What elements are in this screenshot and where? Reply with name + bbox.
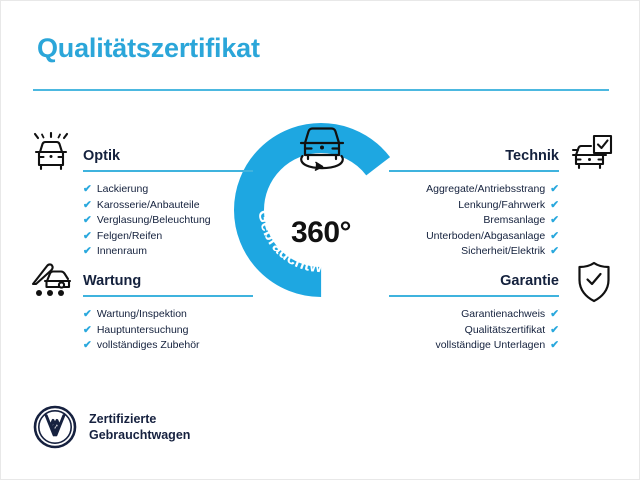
checklist-item: ✔ Wartung/Inspektion <box>83 307 253 323</box>
checklist-item: ✔ Unterboden/Abgasanlage <box>389 229 559 245</box>
checklist-item-label: Lenkung/Fahrwerk <box>458 198 546 211</box>
check-icon: ✔ <box>550 183 559 195</box>
check-icon: ✔ <box>550 198 559 211</box>
section-title-garantie: Garantie <box>500 273 559 289</box>
car-wrench-service-icon <box>28 259 74 306</box>
checklist-item-label: Aggregate/Antriebsstrang <box>426 183 546 195</box>
section-header-garantie: Garantie <box>389 272 559 298</box>
check-icon: ✔ <box>83 323 92 336</box>
checklist-item-label: vollständiges Zubehör <box>96 339 200 351</box>
checklist-item-label: Karosserie/Anbauteile <box>96 198 200 211</box>
section-header-wartung: Wartung <box>83 272 253 298</box>
checklist-item-label: Unterboden/Abgasanlage <box>426 229 546 242</box>
check-icon: ✔ <box>83 183 92 195</box>
check-icon: ✔ <box>550 308 559 320</box>
checklist-item: ✔ Felgen/Reifen <box>83 229 253 245</box>
checklist-item-label: Qualitätszertifikat <box>464 323 546 336</box>
checklist-item: ✔ Innenraum <box>83 244 253 260</box>
checklist-item-label: vollständige Unterlagen <box>435 339 546 351</box>
checklist-wartung: ✔ Wartung/Inspektion ✔ Hauptuntersuchung ✔ vo… <box>83 307 253 354</box>
footer-line-1: Zertifizierte <box>89 412 157 426</box>
checklist-item-label: Innenraum <box>96 245 148 257</box>
vw-logo-icon <box>33 405 77 449</box>
section-wartung: Wartung ✔ Wartung/Inspektion ✔ Hauptuntersuc… <box>83 272 253 354</box>
section-title-technik: Technik <box>505 148 559 164</box>
check-icon: ✔ <box>550 229 559 242</box>
check-icon: ✔ <box>550 245 559 257</box>
checklist-item: ✔ Hauptuntersuchung <box>83 323 253 339</box>
page-title: Qualitätszertifikat <box>37 33 260 63</box>
check-icon: ✔ <box>83 308 92 320</box>
checklist-item: ✔ Bremsanlage <box>389 213 559 229</box>
checklist-item-label: Garantienachweis <box>461 308 546 320</box>
checklist-item-label: Verglasung/Beleuchtung <box>96 214 211 226</box>
checklist-item-label: Hauptuntersuchung <box>96 323 189 336</box>
footer-brand: Zertifizierte Gebrauchtwagen <box>33 405 190 449</box>
checklist-item: ✔ Karosserie/Anbauteile <box>83 198 253 214</box>
checklist-optik: ✔ Lackierung ✔ Karosserie/Anbauteile ✔ Vergla… <box>83 182 253 260</box>
title-divider <box>33 89 609 91</box>
check-icon: ✔ <box>83 245 92 257</box>
section-header-technik: Technik <box>389 147 559 173</box>
footer-text: Zertifizierte Gebrauchtwagen <box>89 411 190 443</box>
shield-check-icon <box>576 261 612 308</box>
section-technik: Technik ✔ Aggregate/Antriebsstrang ✔ Lenkung… <box>389 147 559 260</box>
section-garantie: Garantie ✔ Garantienachweis ✔ Qualitätszerti… <box>389 272 559 354</box>
checklist-item: ✔ vollständiges Zubehör <box>83 338 253 354</box>
checklist-item: ✔ Qualitätszertifikat <box>389 323 559 339</box>
car-rotation-icon <box>287 118 357 176</box>
checklist-item-label: Wartung/Inspektion <box>96 308 187 320</box>
check-icon: ✔ <box>83 339 92 351</box>
checklist-item: ✔ Verglasung/Beleuchtung <box>83 213 253 229</box>
section-title-wartung: Wartung <box>83 273 142 289</box>
checklist-item-label: Lackierung <box>96 183 149 195</box>
checklist-item-label: Felgen/Reifen <box>96 229 163 242</box>
checklist-item-label: Sicherheit/Elektrik <box>461 245 546 257</box>
checklist-item-label: Bremsanlage <box>483 214 546 226</box>
section-divider-garantie <box>389 295 559 297</box>
badge-degrees-label: 360° <box>290 216 352 249</box>
section-optik: Optik ✔ Lackierung ✔ Karosserie/Anbauteile ✔ V… <box>83 147 253 260</box>
check-icon: ✔ <box>83 214 92 226</box>
checklist-item: ✔ Garantienachweis <box>389 307 559 323</box>
section-title-optik: Optik <box>83 148 121 164</box>
checklist-item: ✔ Lenkung/Fahrwerk <box>389 198 559 214</box>
checklist-item: ✔ Aggregate/Antriebsstrang <box>389 182 559 198</box>
car-checkbox-icon <box>570 134 614 179</box>
check-icon: ✔ <box>550 339 559 351</box>
checklist-item: ✔ Lackierung <box>83 182 253 198</box>
checklist-technik: ✔ Aggregate/Antriebsstrang ✔ Lenkung/Fahrwe… <box>389 182 559 260</box>
check-icon: ✔ <box>550 214 559 226</box>
check-icon: ✔ <box>83 198 92 211</box>
section-header-optik: Optik <box>83 147 253 173</box>
check-icon: ✔ <box>550 323 559 336</box>
section-divider-optik <box>83 170 253 172</box>
section-divider-wartung <box>83 295 253 297</box>
badge-360-gebrauchtwagen-check: Gebrauchtwagen-Check 360° <box>233 122 409 298</box>
car-front-lights-icon <box>28 131 74 179</box>
check-icon: ✔ <box>83 229 92 242</box>
checklist-item: ✔ vollständige Unterlagen <box>389 338 559 354</box>
checklist-item: ✔ Sicherheit/Elektrik <box>389 244 559 260</box>
checklist-garantie: ✔ Garantienachweis ✔ Qualitätszertifikat ✔ vo… <box>389 307 559 354</box>
section-divider-technik <box>389 170 559 172</box>
footer-line-2: Gebrauchtwagen <box>89 428 191 442</box>
